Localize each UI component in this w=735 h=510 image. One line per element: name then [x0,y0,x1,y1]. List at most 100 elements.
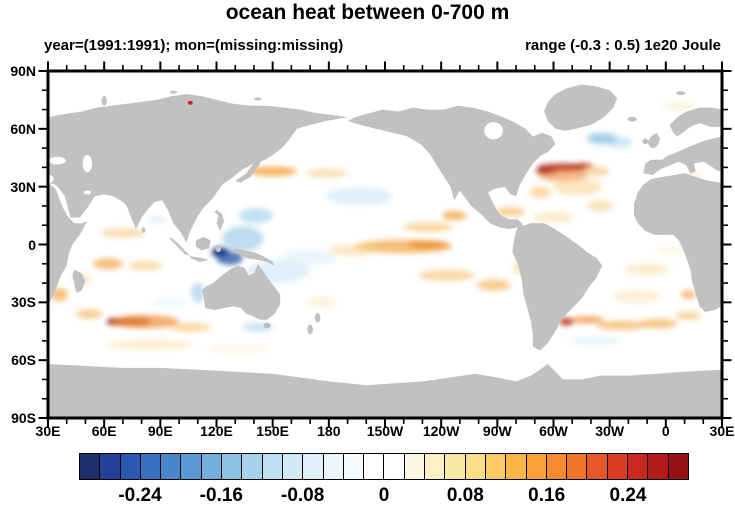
landmass-southAmerica [512,223,603,351]
anomaly-ne-tropical-pacific-warm [403,222,453,232]
landmass-philippines [214,209,224,231]
anomaly-natl-warm-east [579,166,610,177]
island [676,91,686,96]
anomaly-npac-warm-extension [306,168,348,178]
colorbar-box-15 [384,454,405,479]
anomaly-s-greenland-cool-east [605,136,633,149]
colorbar-box-0 [80,454,101,479]
anomaly-arctic-red-dot [187,100,193,105]
colorbar [79,453,689,480]
colorbar-box-24 [567,454,588,479]
anomaly-bay-of-bengal-cool [147,215,166,224]
anomaly-chile-coast-warm [476,279,511,291]
anomaly-angola-warm [680,289,696,300]
x-tick-label-150E-4: 150E [256,423,289,439]
x-tick-label-60E-1: 60E [91,423,117,439]
anomaly-mozambique-warm [50,287,68,302]
colorbar-label-0.24: 0.24 [609,485,647,506]
inland-water [83,190,92,195]
anomaly-indonesia-cold [216,251,243,265]
island [253,97,262,101]
subtitle-right: range (-0.3 : 0.5) 1e20 Joule [525,37,721,54]
landmass-scandinavia [669,107,721,137]
land-layer [49,84,721,417]
landmass-newGuinea [233,248,275,266]
anomaly-south-india-warm [100,228,146,238]
anomaly-natl-ne-warm [587,200,614,212]
inland-water [49,174,54,184]
tick-marks [38,61,732,428]
colorbar-box-12 [323,454,344,479]
y-tick-label-90S: 90S [11,410,36,426]
anomaly-north-nz-warm [306,297,337,308]
x-tick-label-30W-10: 30W [595,423,625,439]
anomaly-central-spac-cool [280,250,337,266]
colorbar-box-16 [404,454,426,479]
island [263,322,271,329]
anomaly-philippine-sea-cool [238,207,273,224]
plot-title: ocean heat between 0-700 m [225,1,510,24]
colorbar-box-21 [506,454,527,479]
landmass-australia [201,263,281,320]
anomaly-tropical-indian-warm-east [128,260,163,271]
landmass-sumatra [169,236,191,257]
anomaly-kuroshio-warm-band [248,166,298,177]
landmass-eurasia [49,94,348,243]
colorbar-box-23 [546,454,568,479]
colorbar-box-10 [282,454,304,479]
inland-water [484,122,503,140]
island [215,244,222,253]
island [101,96,107,106]
colorbar-box-13 [343,454,365,479]
anomaly-sindian-warm-halo [111,314,180,329]
anomaly-west-pacific-cool [222,226,264,252]
x-tick-label-90W-8: 90W [482,423,512,439]
colorbar-box-27 [628,454,649,479]
anomaly-caribbean-warm [495,206,526,217]
anomaly-satl-subtropical-warm [613,289,663,304]
anomaly-satl-tropical-warm [624,263,670,276]
colorbar-label-0.08: 0.08 [446,485,484,506]
landmass-uk [647,132,661,149]
anomaly-mexico-coast-warm [442,210,467,221]
subtitle-left: year=(1991:1991); mon=(missing:missing) [44,37,344,54]
landmass-europe [643,136,721,176]
landmass-japan [235,157,264,183]
colorbar-box-17 [425,454,446,479]
colorbar-box-9 [262,454,283,479]
x-tick-label-30E-0: 30E [35,423,61,439]
colorbar-label--0.08: -0.08 [281,485,325,506]
anomaly-tropical-natl-warm [532,211,575,224]
anomaly-sindian-50s-warm-east [207,344,271,353]
colorbar-box-22 [526,454,547,479]
anomaly-satl-warm-band-w [570,315,605,324]
landmass-africaWest [634,173,721,312]
colorbar-box-4 [161,454,182,479]
colorbar-box-2 [120,454,141,479]
anomaly-bahamas-warm [529,186,552,199]
colorbar-box-25 [587,454,608,479]
colorbar-box-5 [181,454,202,479]
landmass-africaEast [49,183,88,303]
anomaly-brazil-malvinas-warm-core [559,317,575,326]
landmass-antarctica [49,364,721,417]
island [314,312,321,323]
anomaly-sindian-warm-east [169,322,211,333]
anomaly-spac-warm-band [418,269,475,282]
colorbar-box-18 [445,454,466,479]
colorbar-box-29 [668,454,688,479]
anomaly-subtropical-natl-warm [553,177,603,196]
anomaly-sindian-50s-warm-band [106,339,193,350]
colorbar-label-0: 0 [378,485,390,506]
colorbar-box-3 [140,454,162,479]
colorbar-box-14 [364,454,385,479]
x-tick-label-120W-7: 120W [422,423,460,439]
colorbar-box-28 [648,454,669,479]
map-frame [46,69,724,420]
anomaly-satl-50s-cool [568,336,621,346]
colorbar-box-26 [607,454,629,479]
colorbar-label-0.16: 0.16 [528,485,566,506]
island [307,324,313,335]
x-tick-label-90E-2: 90E [147,423,173,439]
island [141,227,146,233]
